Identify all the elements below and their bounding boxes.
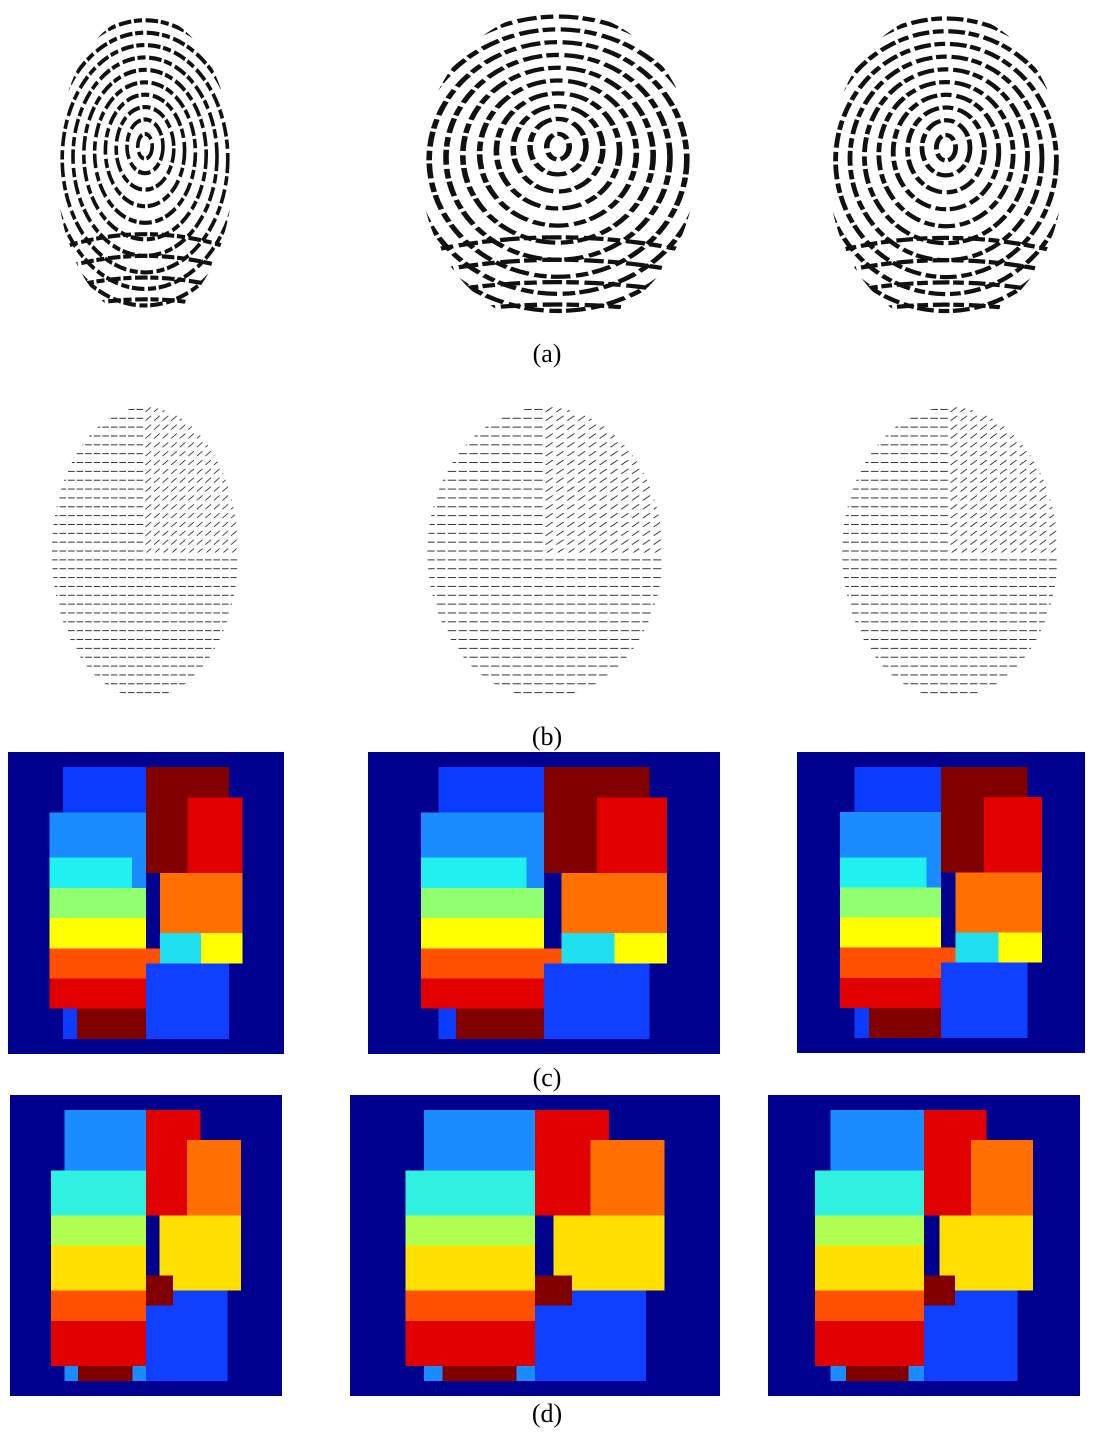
figure: (a) (b) (c) (d) xyxy=(0,0,1094,1435)
page: Fingerprint figure {"rows": [{"label": "… xyxy=(0,0,1094,1435)
caption: (a) xyxy=(533,339,562,368)
orientation-field xyxy=(840,405,1060,700)
row-c-maps xyxy=(8,752,1085,1054)
caption: (b) xyxy=(532,722,562,751)
orientation-map xyxy=(768,1095,1080,1396)
caption: (c) xyxy=(533,1063,562,1092)
orientation-field xyxy=(425,405,665,700)
fingerprint-image xyxy=(41,20,250,311)
orientation-map xyxy=(8,752,284,1054)
orientation-map xyxy=(368,752,720,1054)
orientation-field xyxy=(50,405,240,700)
row-a-images xyxy=(41,17,1086,318)
body: (a) (b) (c) (d) (() => { const data = JS… xyxy=(0,0,1094,1435)
orientation-map xyxy=(797,752,1085,1053)
orientation-map xyxy=(350,1095,720,1396)
orientation-map xyxy=(10,1095,282,1396)
caption: (d) xyxy=(532,1399,562,1428)
fingerprint-image xyxy=(807,18,1085,317)
row-b-orientation xyxy=(50,405,1060,700)
fingerprint-image xyxy=(396,17,721,318)
row-d-maps xyxy=(10,1095,1080,1396)
